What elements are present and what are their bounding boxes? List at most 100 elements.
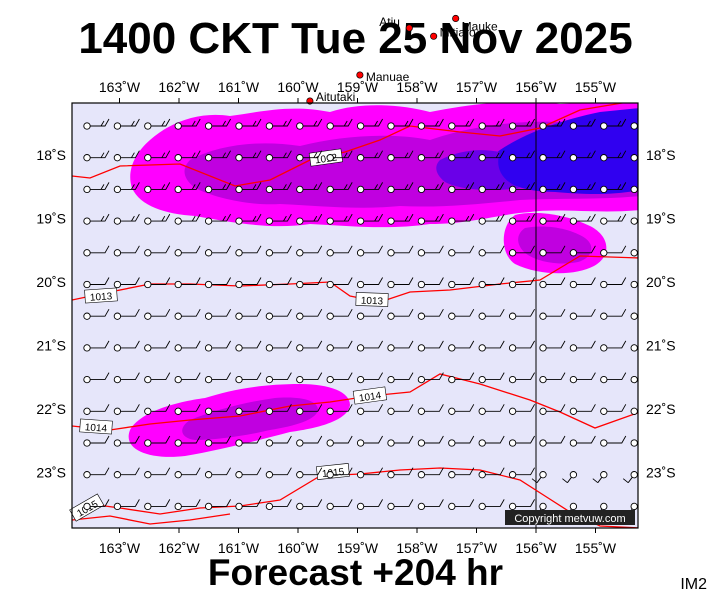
wind-barb — [448, 245, 475, 257]
lon-tick-label: 161˚W — [218, 79, 260, 95]
wind-barb — [265, 308, 292, 320]
wind-barb — [204, 435, 231, 447]
wind-barb — [356, 150, 383, 162]
wind-barb — [265, 277, 292, 289]
wind-barb — [508, 118, 535, 130]
wind-barb — [265, 499, 292, 511]
lat-tick-label: 21˚S — [36, 338, 66, 354]
wind-barb — [600, 150, 627, 162]
isobar-1013 — [72, 255, 638, 303]
wind-barb — [83, 435, 110, 447]
wind-barb — [508, 308, 535, 320]
wind-barb — [478, 467, 505, 479]
wind-barb — [235, 277, 262, 289]
wind-barb — [83, 182, 110, 194]
wind-barb — [417, 499, 444, 511]
wind-barb — [508, 213, 535, 225]
wind-barb — [83, 213, 110, 225]
wind-barb — [174, 499, 201, 511]
wind-barb — [539, 308, 566, 320]
wind-barb — [144, 245, 171, 257]
wind-barb — [600, 340, 627, 352]
wind-barb — [539, 245, 566, 257]
wind-barb — [113, 150, 140, 162]
wind-barb — [569, 404, 596, 415]
wind-barb — [387, 182, 414, 194]
wind-barb — [478, 277, 505, 289]
wind-barb — [417, 213, 444, 225]
wind-barb — [204, 213, 231, 225]
wind-barb — [113, 308, 140, 320]
wind-barb — [174, 372, 201, 384]
wind-barb — [235, 435, 262, 447]
lat-tick-label: 23˚S — [36, 465, 66, 481]
wind-barb — [235, 245, 262, 257]
wind-barb — [539, 182, 566, 194]
lat-tick-label: 18˚S — [646, 147, 676, 163]
wind-barb — [144, 213, 171, 225]
wind-barb — [113, 467, 140, 479]
wind-barb — [296, 182, 323, 194]
wind-barb — [622, 471, 638, 484]
lon-tick-label: 158˚W — [396, 540, 438, 556]
wind-barb — [326, 245, 353, 257]
wind-barb — [174, 435, 201, 447]
lon-tick-label: 157˚W — [456, 79, 498, 95]
wind-barb — [113, 182, 140, 194]
wind-barb — [569, 372, 596, 384]
wind-barb — [539, 213, 566, 225]
wind-barb — [387, 308, 414, 320]
wind-barb — [600, 372, 627, 384]
wind-barb — [448, 435, 475, 447]
wind-barb — [83, 404, 110, 415]
wind-barb — [478, 435, 505, 447]
wind-barb — [600, 277, 627, 289]
wind-barb — [83, 467, 110, 479]
wind-barb — [326, 467, 353, 479]
wind-barb — [562, 471, 578, 484]
wind-barb — [387, 467, 414, 479]
lon-tick-label: 158˚W — [396, 79, 438, 95]
lon-tick-label: 162˚W — [158, 540, 200, 556]
wind-barb — [600, 118, 627, 130]
wind-barb — [417, 435, 444, 447]
wind-barb — [204, 308, 231, 320]
wind-barb — [174, 150, 201, 162]
wind-barb — [539, 118, 566, 130]
wind-barb — [296, 404, 323, 415]
wind-barb — [296, 372, 323, 384]
wind-barb — [569, 308, 596, 320]
wind-barb — [508, 340, 535, 352]
wind-barb — [508, 467, 535, 479]
lon-tick-label: 155˚W — [575, 79, 617, 95]
wind-barb — [144, 499, 171, 511]
wind-barb — [296, 435, 323, 447]
wind-barb — [144, 340, 171, 352]
wind-barb — [448, 340, 475, 352]
wind-barb — [387, 372, 414, 384]
wind-barb — [296, 340, 323, 352]
wind-barb — [174, 404, 201, 415]
wind-barb — [478, 182, 505, 194]
wind-barb — [265, 182, 292, 194]
wind-barb — [448, 213, 475, 225]
wind-barb — [204, 150, 231, 162]
island-marker: Manuae — [356, 70, 410, 84]
wind-barb — [387, 150, 414, 162]
wind-barb — [296, 499, 323, 511]
wind-barb — [265, 150, 292, 162]
isobar-label: 1013 — [90, 291, 113, 304]
lon-tick-label: 159˚W — [337, 79, 379, 95]
wind-barb — [356, 467, 383, 479]
wind-barb — [478, 340, 505, 352]
wind-barb — [417, 467, 444, 479]
wind-barb — [204, 118, 231, 130]
wind-barb — [83, 277, 110, 289]
wind-barb — [83, 499, 110, 511]
wind-barb — [235, 213, 262, 225]
wind-barb — [417, 245, 444, 257]
wind-barb — [569, 340, 596, 352]
wind-barb — [356, 435, 383, 447]
island-marker: Mitiaro — [430, 25, 476, 40]
wind-barb — [478, 499, 505, 511]
